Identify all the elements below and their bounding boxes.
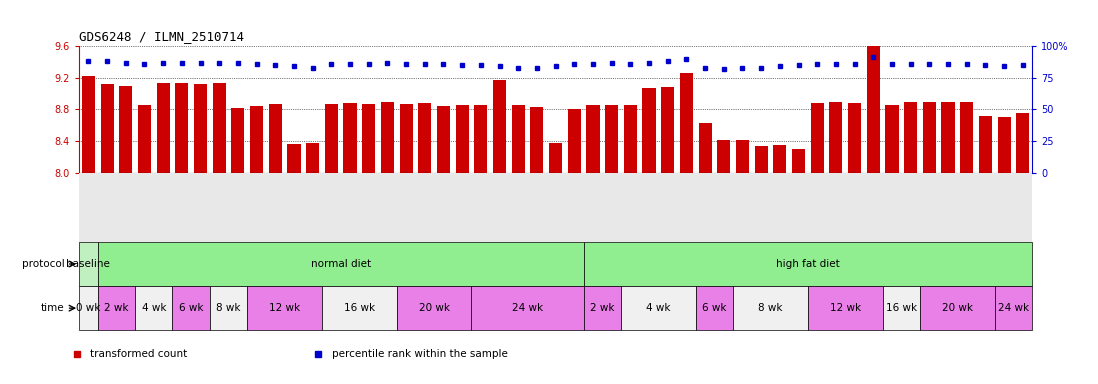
Bar xyxy=(605,106,618,173)
Bar xyxy=(733,286,808,330)
Text: 8 wk: 8 wk xyxy=(216,303,240,313)
Bar xyxy=(79,286,98,330)
Text: 24 wk: 24 wk xyxy=(998,303,1029,313)
Text: 6 wk: 6 wk xyxy=(703,303,727,313)
Bar xyxy=(829,101,842,173)
Text: protocol: protocol xyxy=(22,259,65,269)
Text: 16 wk: 16 wk xyxy=(886,303,917,313)
Bar xyxy=(396,286,471,330)
Text: time: time xyxy=(41,303,65,313)
Bar xyxy=(960,101,973,173)
Bar xyxy=(624,105,637,173)
Bar xyxy=(642,88,656,173)
Bar xyxy=(995,286,1032,330)
Text: 0 wk: 0 wk xyxy=(76,303,101,313)
Bar xyxy=(754,146,768,173)
Bar xyxy=(512,106,525,173)
Bar xyxy=(213,83,226,173)
Bar xyxy=(79,242,98,286)
Bar xyxy=(456,105,469,173)
Bar xyxy=(418,103,432,173)
Bar xyxy=(680,73,693,173)
Bar xyxy=(232,108,245,173)
Text: 4 wk: 4 wk xyxy=(142,303,166,313)
Bar xyxy=(210,286,247,330)
Bar xyxy=(848,103,861,173)
Text: 20 wk: 20 wk xyxy=(942,303,973,313)
Bar xyxy=(157,83,170,173)
Text: 12 wk: 12 wk xyxy=(830,303,861,313)
Bar xyxy=(101,84,113,173)
Bar xyxy=(306,144,320,173)
Bar xyxy=(1017,113,1029,173)
Text: 16 wk: 16 wk xyxy=(344,303,374,313)
Bar xyxy=(493,80,506,173)
Bar xyxy=(736,140,749,173)
Bar xyxy=(250,106,264,173)
Bar xyxy=(194,84,208,173)
Bar xyxy=(247,286,322,330)
Bar xyxy=(400,104,413,173)
Bar xyxy=(471,286,584,330)
Bar xyxy=(586,106,600,173)
Bar xyxy=(584,286,621,330)
Bar xyxy=(176,83,189,173)
Text: 12 wk: 12 wk xyxy=(269,303,300,313)
Bar xyxy=(661,87,674,173)
Bar xyxy=(904,101,917,173)
Bar xyxy=(810,103,824,173)
Bar xyxy=(998,118,1010,173)
Bar xyxy=(530,107,544,173)
Bar xyxy=(866,46,879,173)
Bar xyxy=(381,101,394,173)
Text: 2 wk: 2 wk xyxy=(104,303,128,313)
Bar xyxy=(621,286,696,330)
Bar xyxy=(269,104,282,173)
Bar xyxy=(792,149,805,173)
Bar xyxy=(322,286,396,330)
Text: 20 wk: 20 wk xyxy=(418,303,449,313)
Bar xyxy=(98,242,584,286)
Text: baseline: baseline xyxy=(67,259,110,269)
Text: 4 wk: 4 wk xyxy=(646,303,671,313)
Text: 24 wk: 24 wk xyxy=(512,303,544,313)
Bar xyxy=(773,145,786,173)
Bar xyxy=(978,116,991,173)
Text: high fat diet: high fat diet xyxy=(776,259,840,269)
Bar xyxy=(138,106,152,173)
Text: transformed count: transformed count xyxy=(90,349,188,359)
Bar xyxy=(344,103,357,173)
Bar xyxy=(568,109,581,173)
Bar xyxy=(172,286,210,330)
Bar xyxy=(808,286,883,330)
Bar xyxy=(920,286,995,330)
Bar xyxy=(288,144,301,173)
Text: 2 wk: 2 wk xyxy=(590,303,615,313)
Bar xyxy=(883,286,920,330)
Bar xyxy=(474,105,488,173)
Bar xyxy=(120,86,133,173)
Bar xyxy=(325,104,338,173)
Bar xyxy=(82,76,94,173)
Bar xyxy=(437,106,450,173)
Bar xyxy=(941,101,954,173)
Text: 6 wk: 6 wk xyxy=(179,303,203,313)
Text: normal diet: normal diet xyxy=(311,259,371,269)
Text: 8 wk: 8 wk xyxy=(759,303,783,313)
Bar xyxy=(98,286,135,330)
Bar xyxy=(717,140,730,173)
Bar xyxy=(698,123,712,173)
Bar xyxy=(584,242,1032,286)
Bar xyxy=(885,105,898,173)
Bar xyxy=(362,104,376,173)
Text: percentile rank within the sample: percentile rank within the sample xyxy=(332,349,507,359)
Bar xyxy=(922,101,935,173)
Bar xyxy=(696,286,733,330)
Text: GDS6248 / ILMN_2510714: GDS6248 / ILMN_2510714 xyxy=(79,30,244,43)
Bar xyxy=(135,286,172,330)
Bar xyxy=(549,143,562,173)
